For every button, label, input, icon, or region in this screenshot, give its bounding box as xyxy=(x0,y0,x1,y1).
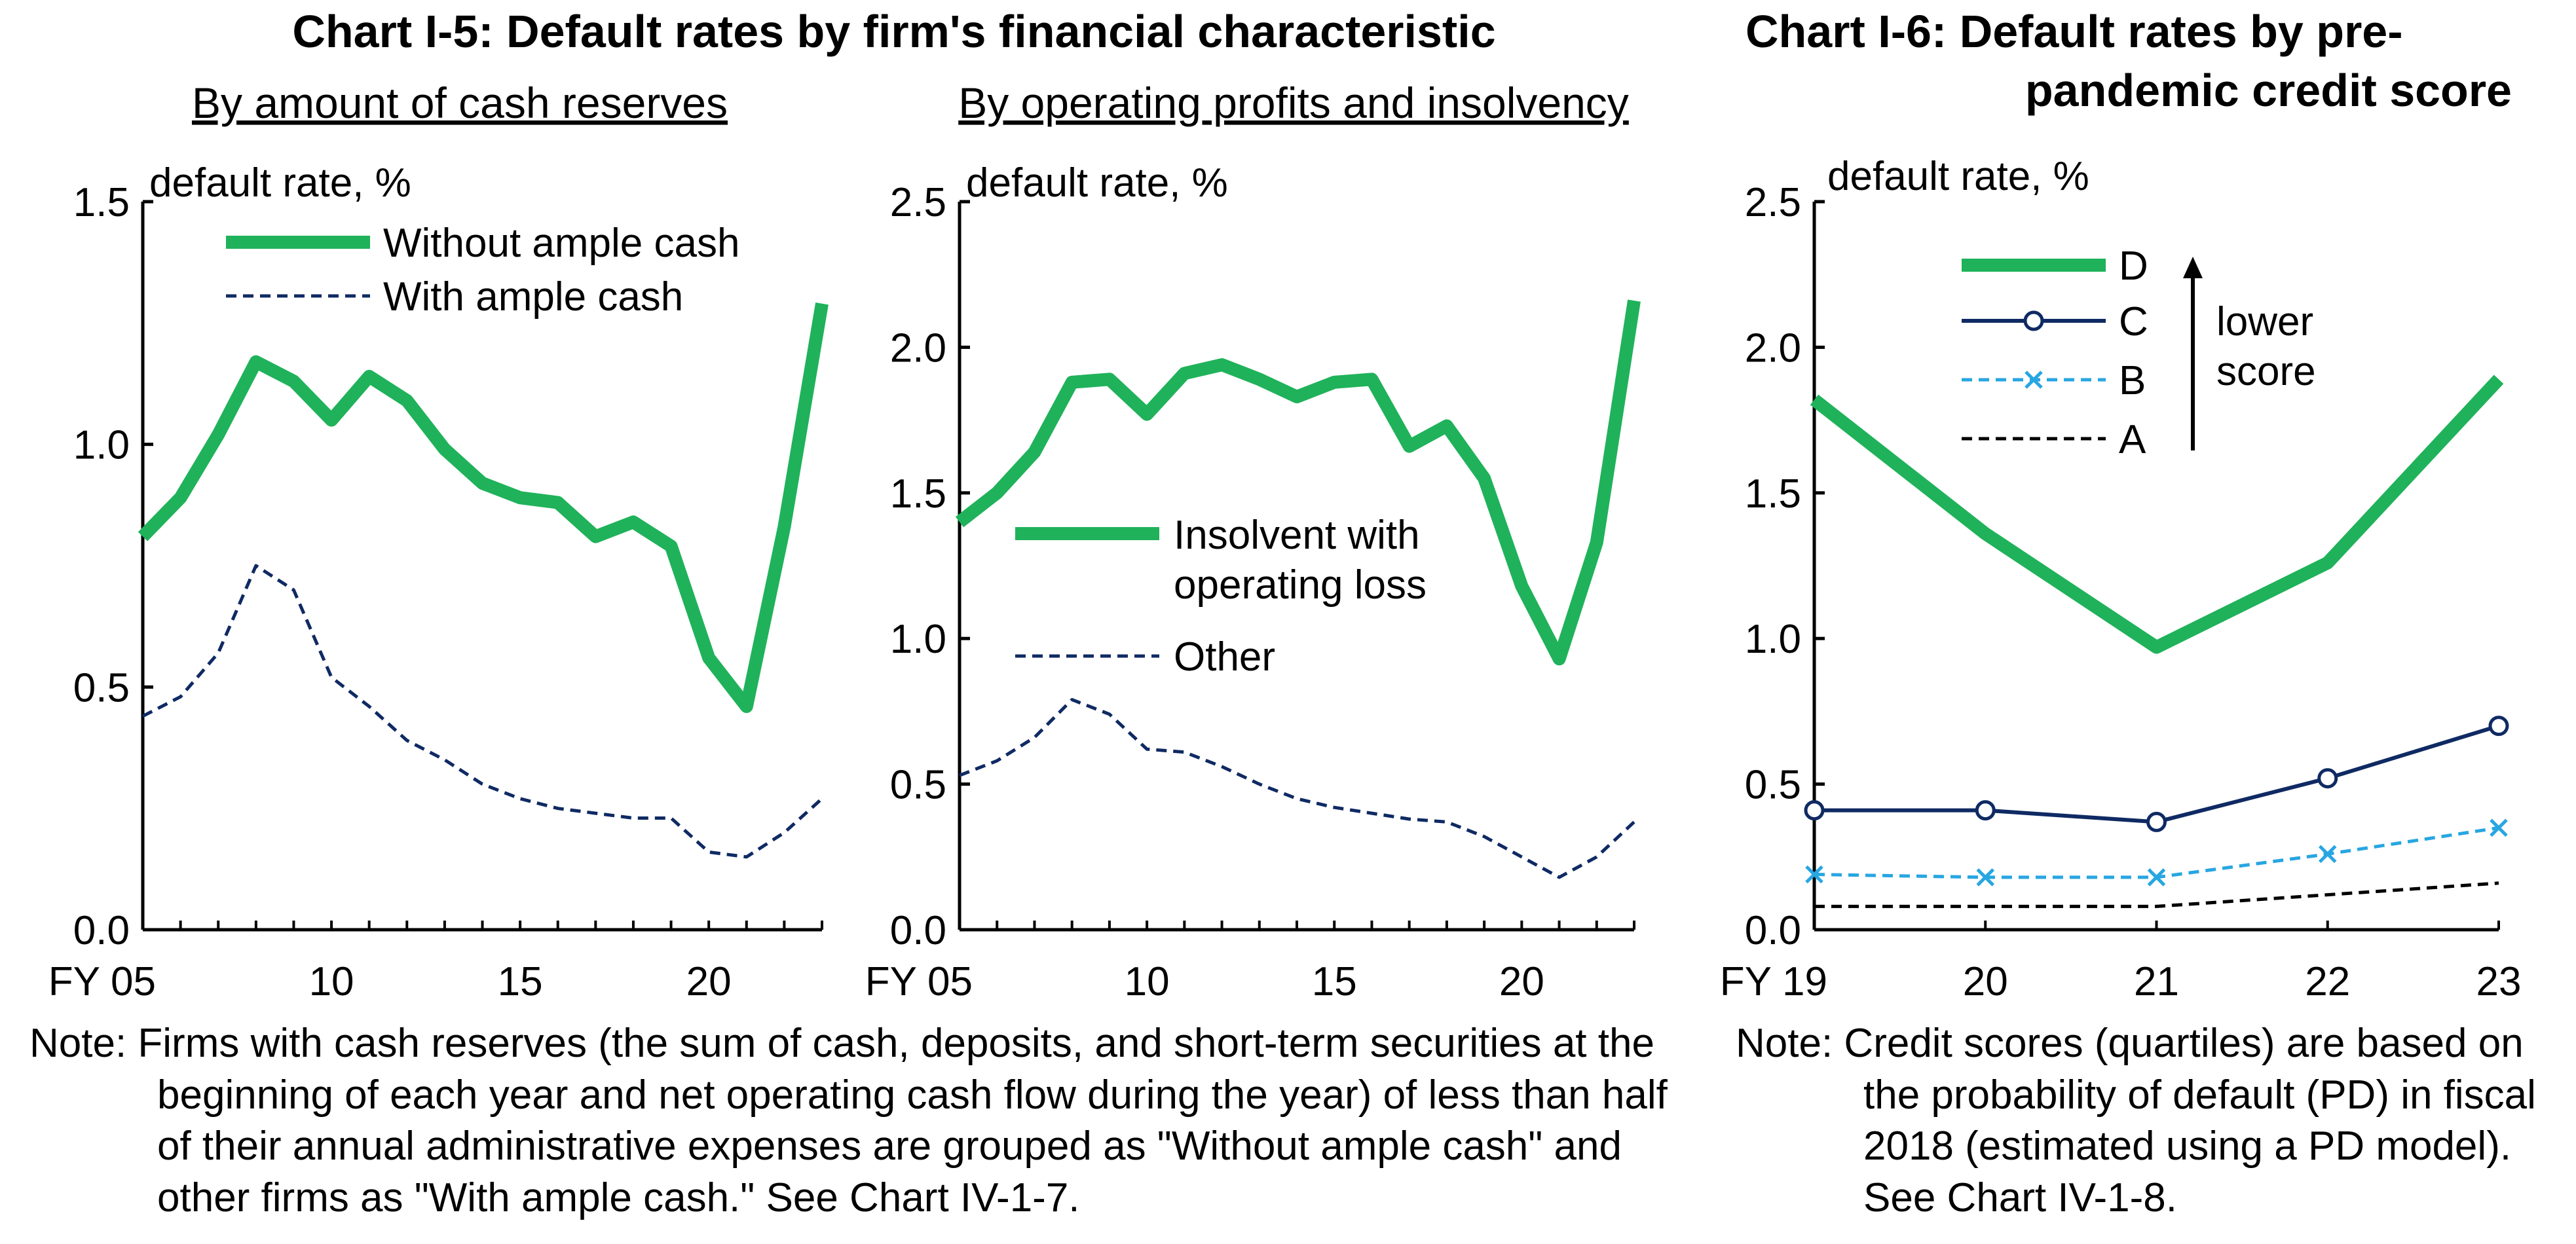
data-point xyxy=(2490,818,2508,837)
legend-marker-b xyxy=(2025,371,2043,389)
x-tick-label: 22 xyxy=(2305,959,2350,1004)
data-point xyxy=(2488,716,2509,737)
data-point xyxy=(2318,845,2337,864)
panel1-plot: 0.0 0.5 1.0 1.5 FY 05 10 15 20 xyxy=(48,180,829,1004)
data-point xyxy=(2147,868,2166,887)
y-tick-label: 1.0 xyxy=(1745,617,1801,662)
y-tick-label: 2.5 xyxy=(1745,180,1801,225)
legend-label-insolvent-line2: operating loss xyxy=(1174,562,1427,608)
panel3-legend: D C B A lower score xyxy=(1962,244,2316,462)
legend-label-b: B xyxy=(2119,358,2146,403)
series-line xyxy=(1810,375,2504,654)
y-tick-label: 0.5 xyxy=(73,665,130,710)
note-left: Note: Firms with cash reserves (the sum … xyxy=(29,1018,1706,1224)
data-point xyxy=(2317,768,2338,789)
x-tick-label: 10 xyxy=(309,959,354,1004)
y-tick-label: 2.0 xyxy=(890,325,946,371)
chart-i5-title: Chart I-5: Default rates by firm's finan… xyxy=(292,6,1495,57)
x-tick-label: 20 xyxy=(1499,959,1544,1004)
legend-label-other: Other xyxy=(1174,634,1275,680)
panel1-legend: Without ample cash With ample cash xyxy=(226,221,739,320)
panel3-plot: 0.0 0.5 1.0 1.5 2.0 2.5 FY 19 20 21 22 23 xyxy=(1720,180,2522,1004)
data-point xyxy=(1805,865,1823,884)
series-line xyxy=(1814,826,2499,879)
x-tick-label: 15 xyxy=(1312,959,1357,1004)
series-line xyxy=(959,698,1635,879)
series-line xyxy=(141,564,823,859)
chart-i6-title-line2: pandemic credit score xyxy=(2025,65,2512,116)
x-tick-label: 15 xyxy=(498,959,543,1004)
y-tick-label: 1.5 xyxy=(1745,471,1801,517)
legend-label-without-ample-cash: Without ample cash xyxy=(383,221,739,266)
legend-marker-c xyxy=(2023,310,2044,331)
y-tick-label: 0.0 xyxy=(1745,908,1801,953)
legend-label-insolvent-line1: Insolvent with xyxy=(1174,513,1420,558)
data-point xyxy=(1975,800,1996,821)
x-tick-label: 21 xyxy=(2134,959,2179,1004)
arrowhead-icon xyxy=(2183,257,2203,278)
panel2-plot: 0.0 0.5 1.0 1.5 2.0 2.5 FY 05 10 15 20 xyxy=(865,180,1641,1004)
legend-label-d: D xyxy=(2119,244,2148,289)
x-tick-label: 20 xyxy=(1963,959,2008,1004)
note-right-text: Note: Credit scores (quartiles) are base… xyxy=(1736,1021,2536,1221)
y-tick-label: 1.0 xyxy=(890,617,946,662)
y-tick-label: 1.0 xyxy=(73,423,130,468)
data-point xyxy=(1804,800,1825,821)
arrow-label-score: score xyxy=(2216,349,2316,394)
panel2-ylabel: default rate, % xyxy=(966,160,1228,206)
chart-i6-title-line1: Chart I-6: Default rates by pre- xyxy=(1745,6,2403,57)
x-tick-label: FY 05 xyxy=(865,959,973,1004)
x-tick-label: FY 05 xyxy=(48,959,156,1004)
y-tick-label: 0.5 xyxy=(1745,763,1801,808)
panel1-ylabel: default rate, % xyxy=(149,160,411,206)
x-tick-label: 23 xyxy=(2476,959,2522,1004)
y-tick-label: 2.0 xyxy=(1745,325,1801,371)
y-tick-label: 0.5 xyxy=(890,763,946,808)
x-tick-label: 20 xyxy=(686,959,732,1004)
y-tick-label: 1.5 xyxy=(73,180,130,225)
panel3-ylabel: default rate, % xyxy=(1827,154,2089,199)
x-tick-label: FY 19 xyxy=(1720,959,1827,1004)
panel2-subtitle: By operating profits and insolvency xyxy=(958,79,1629,127)
data-point xyxy=(1976,868,1995,887)
panel1-subtitle: By amount of cash reserves xyxy=(192,79,728,127)
series-line xyxy=(1814,881,2499,908)
y-tick-label: 1.5 xyxy=(890,471,946,517)
series-line xyxy=(138,302,829,713)
series-line xyxy=(1814,723,2499,824)
x-tick-label: 10 xyxy=(1125,959,1170,1004)
panel2-legend: Insolvent with operating loss Other xyxy=(1015,513,1427,680)
data-point xyxy=(2146,811,2167,832)
y-tick-label: 0.0 xyxy=(73,908,130,953)
y-tick-label: 0.0 xyxy=(890,908,946,953)
arrow-label-lower: lower xyxy=(2216,299,2313,344)
legend-label-c: C xyxy=(2119,299,2148,344)
series-line xyxy=(955,299,1641,666)
note-left-text: Note: Firms with cash reserves (the sum … xyxy=(29,1021,1668,1221)
legend-label-with-ample-cash: With ample cash xyxy=(383,274,683,320)
note-right: Note: Credit scores (quartiles) are base… xyxy=(1736,1018,2574,1224)
legend-label-a: A xyxy=(2119,417,2146,462)
y-tick-label: 2.5 xyxy=(890,180,946,225)
